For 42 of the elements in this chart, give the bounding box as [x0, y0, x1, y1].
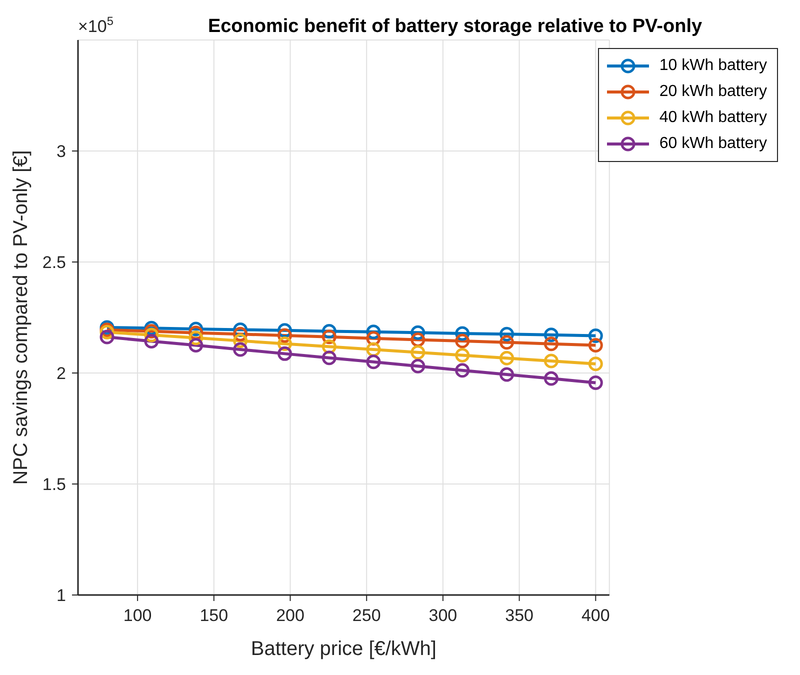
point — [544, 371, 558, 386]
x-axis-title: Battery price [€/kWh] — [250, 638, 437, 660]
y-tick-label: 1 — [56, 586, 66, 606]
y-tick-label: 2 — [56, 364, 66, 384]
x-tick-label: 400 — [581, 606, 610, 626]
point — [366, 354, 381, 370]
x-tick-label: 300 — [428, 606, 458, 626]
x-tick-label: 100 — [123, 606, 152, 626]
y-tick-label: 3 — [56, 142, 66, 162]
point — [500, 367, 514, 382]
point — [455, 348, 470, 362]
y-tick-label: 2.5 — [42, 253, 66, 272]
point — [233, 342, 248, 357]
point — [322, 350, 336, 366]
point — [455, 334, 470, 348]
point — [544, 336, 558, 352]
point — [500, 350, 514, 366]
x-tick-label: 150 — [200, 606, 228, 626]
point — [544, 354, 558, 368]
point — [588, 338, 603, 352]
legend-label: 40 kWh battery — [659, 109, 767, 127]
x-tick-label: 250 — [352, 606, 381, 626]
y-tick-label: 1.5 — [42, 475, 66, 494]
point — [188, 338, 204, 352]
chart-title: Economic benefit of battery storage relative to PV-only — [208, 16, 702, 37]
point — [100, 330, 114, 344]
point — [410, 332, 426, 347]
point — [500, 335, 514, 350]
x-tick-label: 200 — [276, 606, 304, 626]
point — [278, 346, 292, 361]
x-tick-label: 350 — [505, 606, 534, 626]
point — [410, 358, 426, 374]
point — [144, 334, 159, 349]
legend-label: 60 kWh battery — [659, 135, 767, 153]
point — [410, 345, 426, 360]
point — [455, 363, 470, 378]
legend-label: 10 kWh battery — [659, 57, 767, 75]
point — [588, 376, 603, 390]
legend-label: 20 kWh battery — [659, 83, 767, 101]
y-axis-title: NPC savings compared to PV-only [€] — [10, 150, 32, 485]
text: ×10$^{5}$ — [78, 14, 114, 36]
point — [588, 356, 603, 372]
